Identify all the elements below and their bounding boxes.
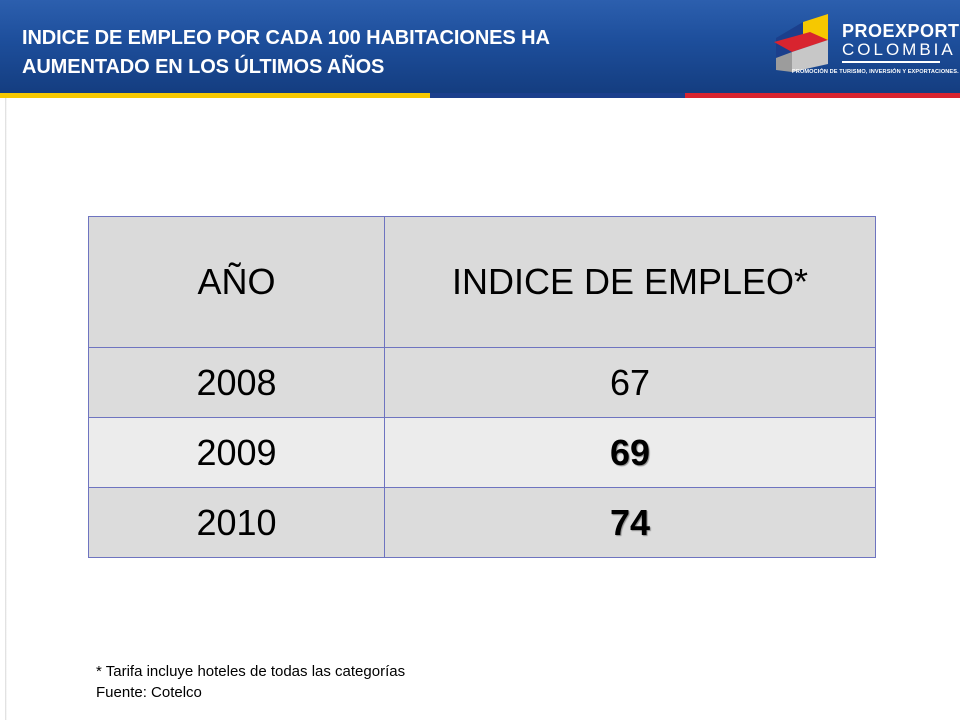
slide-header: INDICE DE EMPLEO POR CADA 100 HABITACION… <box>0 0 960 93</box>
logo-underline <box>842 61 940 63</box>
header-stripe-blue <box>430 93 685 98</box>
footnote: * Tarifa incluye hoteles de todas las ca… <box>96 663 406 680</box>
slide-title-line-1: INDICE DE EMPLEO POR CADA 100 HABITACION… <box>22 27 550 49</box>
slide-notes: * Tarifa incluye hoteles de todas las ca… <box>96 661 405 703</box>
column-header-year: AÑO <box>88 216 385 348</box>
proexport-logo: PROEXPORT COLOMBIA PROMOCIÓN DE TURISMO,… <box>770 12 959 82</box>
slide-title: INDICE DE EMPLEO POR CADA 100 HABITACION… <box>22 24 742 82</box>
cell-year: 2008 <box>88 347 385 418</box>
logo-word-proexport: PROEXPORT <box>842 21 960 41</box>
table-row: 2010 74 <box>88 487 876 558</box>
header-stripe-red <box>685 93 960 98</box>
column-header-index: INDICE DE EMPLEO* <box>384 216 876 348</box>
house-logo-icon <box>774 14 828 72</box>
cell-index: 67 <box>384 347 876 418</box>
slide-title-line-2: AUMENTADO EN LOS ÚLTIMOS AÑOS <box>22 56 385 78</box>
source-note: Fuente: Cotelco <box>96 684 202 701</box>
table-row: 2009 69 <box>88 417 876 488</box>
cell-index: 69 <box>384 417 876 488</box>
header-stripe-yellow <box>0 93 430 98</box>
logo-tagline: PROMOCIÓN DE TURISMO, INVERSIÓN Y EXPORT… <box>792 69 959 75</box>
logo-word-colombia: COLOMBIA <box>842 40 956 59</box>
table-header-row: AÑO INDICE DE EMPLEO* <box>88 216 876 348</box>
cell-year: 2010 <box>88 487 385 558</box>
left-shadow-rule <box>5 98 7 720</box>
cell-year: 2009 <box>88 417 385 488</box>
cell-index: 74 <box>384 487 876 558</box>
employment-index-table: AÑO INDICE DE EMPLEO* 2008 67 2009 69 20… <box>88 216 876 558</box>
table-row: 2008 67 <box>88 347 876 418</box>
